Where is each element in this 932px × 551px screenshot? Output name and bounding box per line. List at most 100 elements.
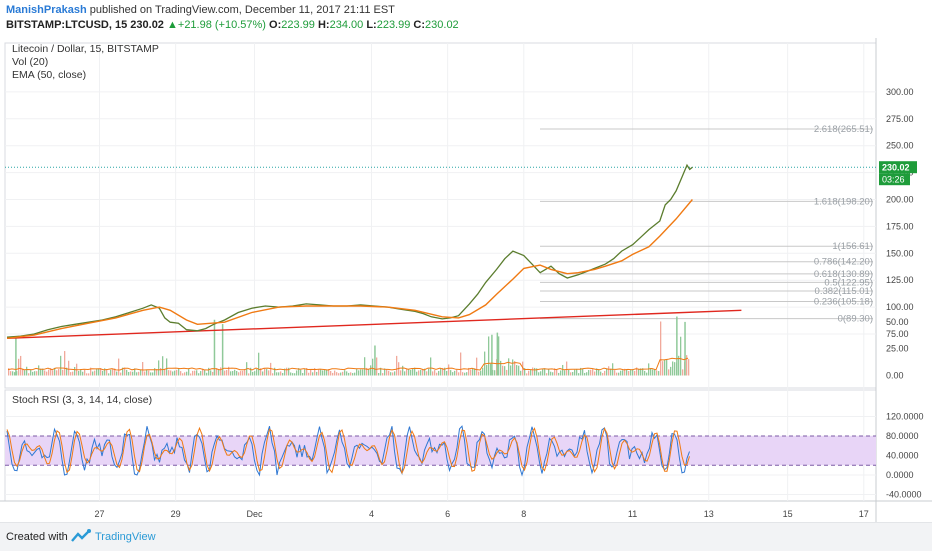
volume-bar [36, 371, 38, 376]
volume-bar [490, 363, 492, 376]
volume-bar [530, 369, 532, 376]
footer-bar: Created with TradingView [0, 522, 932, 551]
volume-bar [622, 370, 624, 376]
osc-tick-label: 120.0000 [886, 411, 924, 421]
countdown-badge [879, 173, 910, 186]
volume-bar [184, 372, 186, 376]
volume-bar [660, 321, 662, 376]
volume-spike [496, 332, 499, 376]
volume-bar [494, 370, 496, 376]
chart-area[interactable]: 27 29 Dec 4 6 8 11 13 15 17 75.00 100.00 125.00 150.0… [0, 38, 932, 522]
volume-bar [614, 370, 616, 376]
y-tick-label: 75.00 [886, 329, 909, 339]
volume-bar [434, 370, 436, 376]
volume-bar [276, 372, 278, 376]
volume-bar [516, 365, 518, 376]
volume-bar [200, 371, 202, 376]
volume-bar [186, 371, 188, 376]
volume-bar [594, 371, 596, 376]
volume-bar [588, 370, 590, 376]
volume-bar [294, 373, 296, 376]
volume-bar [88, 373, 90, 376]
price-pane[interactable] [4, 42, 877, 389]
volume-bar [566, 361, 568, 376]
volume-bar [320, 369, 322, 376]
volume-bar [60, 355, 62, 376]
volume-bar [618, 372, 620, 376]
volume-bar [592, 369, 594, 376]
volume-bar [426, 371, 428, 376]
volume-bar [512, 359, 514, 376]
volume-bar [440, 368, 442, 376]
volume-bar [10, 371, 12, 376]
volume-bar [450, 370, 452, 376]
volume-bar [314, 368, 316, 376]
close-value: 230.02 [425, 19, 459, 31]
volume-bar [412, 368, 414, 376]
volume-bar [430, 357, 432, 376]
volume-bar [344, 370, 346, 376]
volume-bar [624, 368, 626, 376]
volume-bar [106, 369, 108, 376]
volume-bar [620, 370, 622, 376]
volume-bar [366, 367, 368, 376]
volume-bar [34, 371, 36, 376]
volume-bar [208, 367, 210, 376]
volume-spike [491, 334, 493, 376]
volume-bar [528, 370, 530, 376]
osc-tick-label: 40.0000 [886, 450, 919, 460]
volume-bar [542, 368, 544, 376]
volume-bar [66, 367, 68, 376]
volume-bar [130, 371, 132, 376]
volume-bar [586, 372, 588, 376]
fib-level-label: 0.786(142.20) [814, 257, 873, 268]
volume-bar [50, 368, 52, 376]
volume-bar [348, 372, 350, 376]
volume-bar [550, 371, 552, 376]
volume-bar [350, 372, 352, 376]
fib-level-label: 1.618(198.20) [814, 196, 873, 207]
volume-bar [452, 372, 454, 376]
fib-level-label: 0.618(130.89) [814, 269, 873, 280]
volume-bar [680, 336, 682, 376]
volume-bar [94, 370, 96, 376]
volume-bar [562, 364, 564, 376]
open-value: 223.99 [281, 19, 315, 31]
quote-line: BITSTAMP:LTCUSD, 15 230.02 ▲+21.98 (+10.… [6, 19, 459, 31]
volume-bar [408, 369, 410, 376]
volume-bar [342, 371, 344, 376]
volume-bar [146, 369, 148, 376]
volume-bar [298, 368, 300, 376]
x-tick-label: 8 [521, 509, 526, 519]
volume-bar [242, 370, 244, 376]
volume-spike [684, 321, 686, 376]
volume-bar [280, 371, 282, 376]
volume-bar [142, 362, 144, 376]
author-link[interactable]: ManishPrakash [6, 4, 87, 16]
volume-bar [346, 371, 348, 376]
volume-bar [278, 372, 280, 376]
volume-bar [290, 372, 292, 376]
volume-bar [518, 365, 520, 376]
volume-bar [488, 336, 490, 376]
volume-bar [632, 369, 634, 376]
last-price-badge [879, 161, 917, 174]
high-value: 234.00 [329, 19, 364, 31]
volume-bar [302, 373, 304, 376]
volume-bar [334, 370, 336, 376]
volume-bar [672, 361, 674, 376]
created-with-label: Created with [6, 531, 68, 543]
volume-bar [72, 371, 74, 376]
volume-bar [194, 370, 196, 376]
tradingview-brand-link[interactable]: TradingView [95, 531, 156, 543]
volume-bar [514, 361, 516, 376]
volume-bar [578, 373, 580, 376]
volume-tick-label: 50.00 [886, 317, 909, 327]
volume-bar [468, 367, 470, 376]
volume-bar [400, 370, 402, 376]
volume-bar [32, 371, 34, 376]
volume-bar [272, 373, 274, 376]
y-tick-label: 125.00 [886, 275, 914, 285]
volume-bar [474, 368, 476, 376]
volume-bar [626, 369, 628, 376]
